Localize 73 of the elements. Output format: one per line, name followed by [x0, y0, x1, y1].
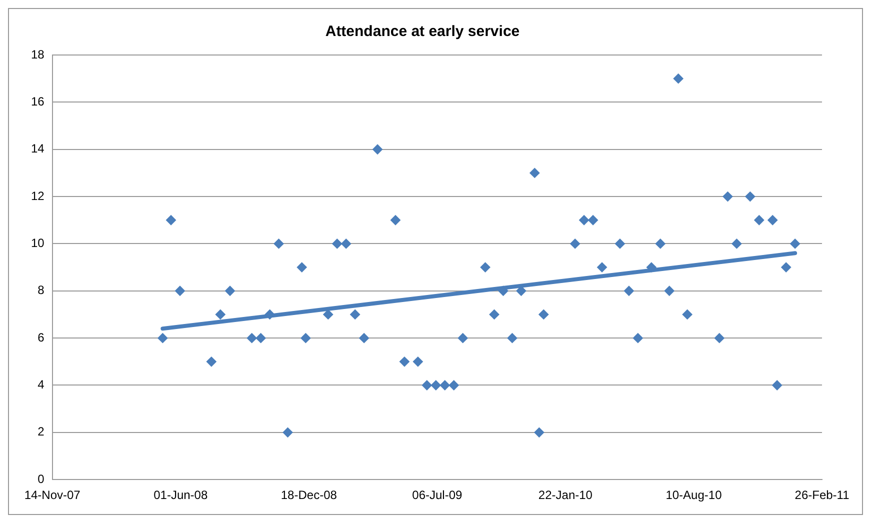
- x-tick-label: 18-Dec-08: [280, 488, 338, 502]
- point: [274, 238, 284, 249]
- y-tick-label: 12: [30, 188, 45, 203]
- point: [534, 427, 544, 438]
- x-tick-label: 22-Jan-10: [538, 488, 593, 502]
- point: [664, 286, 674, 296]
- x-tick-label: 10-Aug-10: [666, 488, 722, 502]
- x-tick-label: 01-Jun-08: [154, 488, 208, 502]
- point: [646, 262, 656, 272]
- y-tick-label: 6: [38, 330, 45, 344]
- point: [412, 356, 423, 367]
- point: [296, 262, 307, 272]
- point: [579, 215, 590, 226]
- point: [745, 192, 756, 202]
- point: [673, 74, 684, 84]
- point: [399, 356, 410, 367]
- y-tick-label: 4: [38, 378, 45, 392]
- point: [350, 309, 360, 320]
- point: [722, 192, 733, 202]
- point: [166, 215, 176, 226]
- point: [682, 309, 692, 320]
- point: [390, 215, 400, 226]
- point: [632, 333, 643, 344]
- point: [489, 309, 500, 320]
- point: [206, 356, 216, 367]
- point: [300, 333, 311, 344]
- point: [597, 262, 608, 272]
- point: [458, 333, 468, 344]
- point: [246, 333, 257, 344]
- point: [282, 427, 293, 438]
- point: [174, 286, 185, 296]
- point: [507, 333, 518, 344]
- y-tick-label: 0: [38, 472, 45, 486]
- y-tick-label: 10: [30, 236, 45, 250]
- point: [430, 380, 441, 390]
- x-tick-label: 26-Feb-11: [794, 488, 850, 502]
- point: [323, 309, 334, 320]
- point: [732, 238, 742, 249]
- point: [440, 380, 450, 390]
- y-tick-label: 18: [30, 47, 45, 62]
- point: [538, 309, 549, 320]
- point: [754, 215, 764, 226]
- y-tick-label: 16: [30, 94, 45, 108]
- point: [790, 238, 800, 249]
- x-tick-label: 14-Nov-07: [24, 488, 81, 502]
- point: [772, 380, 782, 390]
- chart-title: Attendance at early service: [325, 23, 520, 40]
- point: [422, 380, 432, 390]
- point: [498, 286, 508, 296]
- point: [372, 144, 383, 154]
- x-tick-label: 06-Jul-09: [412, 488, 463, 502]
- point: [332, 238, 342, 249]
- point: [588, 215, 598, 226]
- point: [781, 262, 792, 272]
- point: [341, 238, 352, 249]
- point: [655, 238, 666, 249]
- point: [480, 262, 490, 272]
- point: [359, 333, 370, 344]
- point: [570, 238, 580, 249]
- point: [158, 333, 168, 344]
- point: [215, 309, 226, 320]
- point: [264, 309, 275, 320]
- point: [624, 286, 634, 296]
- point: [530, 168, 540, 178]
- point: [614, 238, 625, 249]
- point: [225, 286, 236, 296]
- y-tick-label: 14: [30, 142, 45, 156]
- point: [714, 333, 724, 344]
- point: [448, 380, 459, 390]
- point: [256, 333, 266, 344]
- y-tick-label: 2: [38, 424, 45, 439]
- point: [768, 215, 778, 226]
- y-tick-label: 8: [38, 283, 45, 298]
